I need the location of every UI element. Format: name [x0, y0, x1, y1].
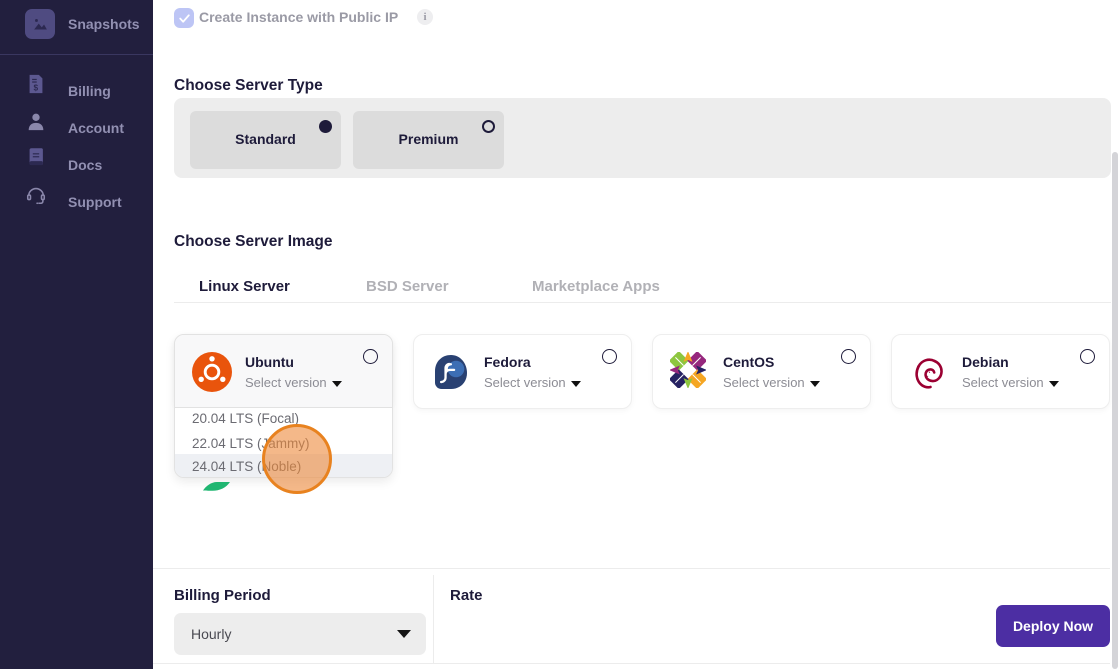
svg-text:$: $ — [34, 84, 39, 93]
